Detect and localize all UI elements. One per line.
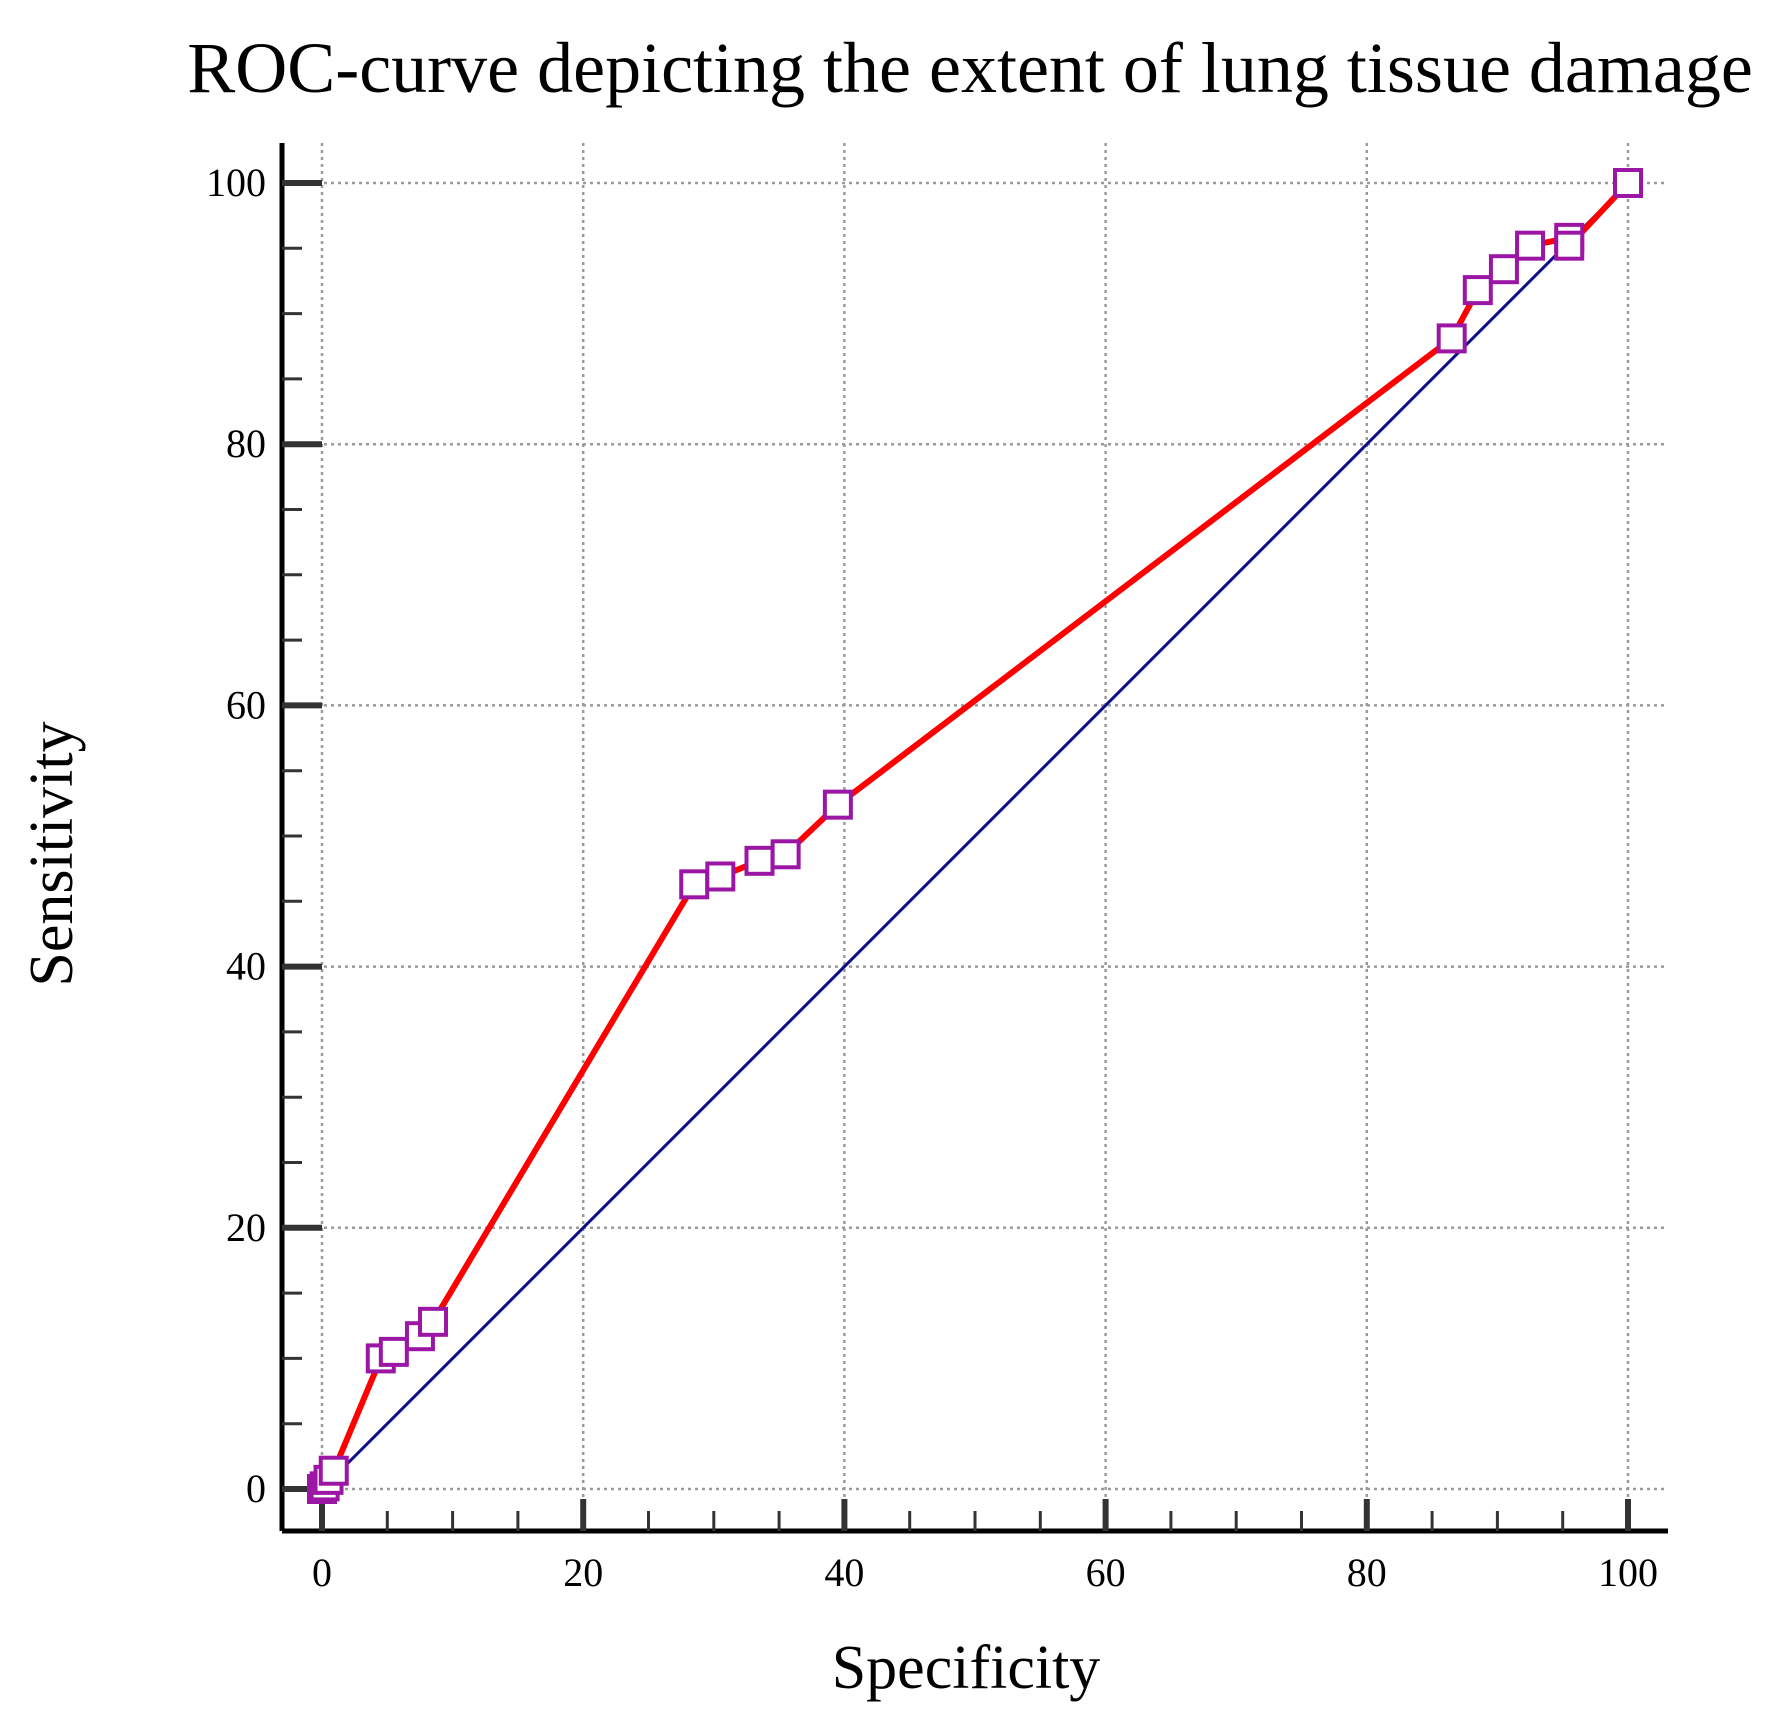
chart-title: ROC-curve depicting the extent of lung t… <box>187 28 1753 108</box>
roc-point-marker <box>1613 168 1643 198</box>
y-tick-label: 20 <box>226 1205 266 1250</box>
tick-labels: 0 20 40 60 80 100 0 20 40 60 80 100 <box>206 160 1658 1595</box>
roc-point-marker <box>318 1455 349 1486</box>
y-tick-label: 60 <box>226 682 266 727</box>
plot-area <box>307 168 1643 1504</box>
x-tick-label: 60 <box>1086 1550 1126 1595</box>
x-axis-label: Specificity <box>832 1634 1101 1702</box>
roc-point-marker <box>418 1306 449 1337</box>
roc-point-marker <box>705 861 736 892</box>
y-axis-label: Sensitivity <box>18 721 86 986</box>
roc-point-marker <box>770 839 801 870</box>
roc-point-marker <box>679 869 710 900</box>
y-tick-label: 80 <box>226 421 266 466</box>
y-tick-label: 100 <box>206 160 266 205</box>
x-tick-label: 40 <box>824 1550 864 1595</box>
x-tick-label: 20 <box>563 1550 603 1595</box>
roc-point-marker <box>1515 230 1546 261</box>
roc-point-marker <box>822 789 853 820</box>
x-tick-label: 80 <box>1347 1550 1387 1595</box>
y-tick-label: 40 <box>226 944 266 989</box>
roc-point-marker <box>1554 230 1585 261</box>
y-tick-label: 0 <box>246 1466 266 1511</box>
roc-point-marker <box>744 845 775 876</box>
roc-point-marker <box>1488 254 1519 285</box>
roc-point-marker <box>1436 323 1467 354</box>
x-tick-label: 100 <box>1598 1550 1658 1595</box>
roc-point-marker <box>378 1336 409 1367</box>
reference-diagonal-line <box>320 181 1630 1491</box>
axes <box>279 143 1668 1534</box>
grid-lines <box>282 143 1668 1531</box>
roc-point-marker <box>1462 275 1493 306</box>
x-tick-label: 0 <box>312 1550 332 1595</box>
